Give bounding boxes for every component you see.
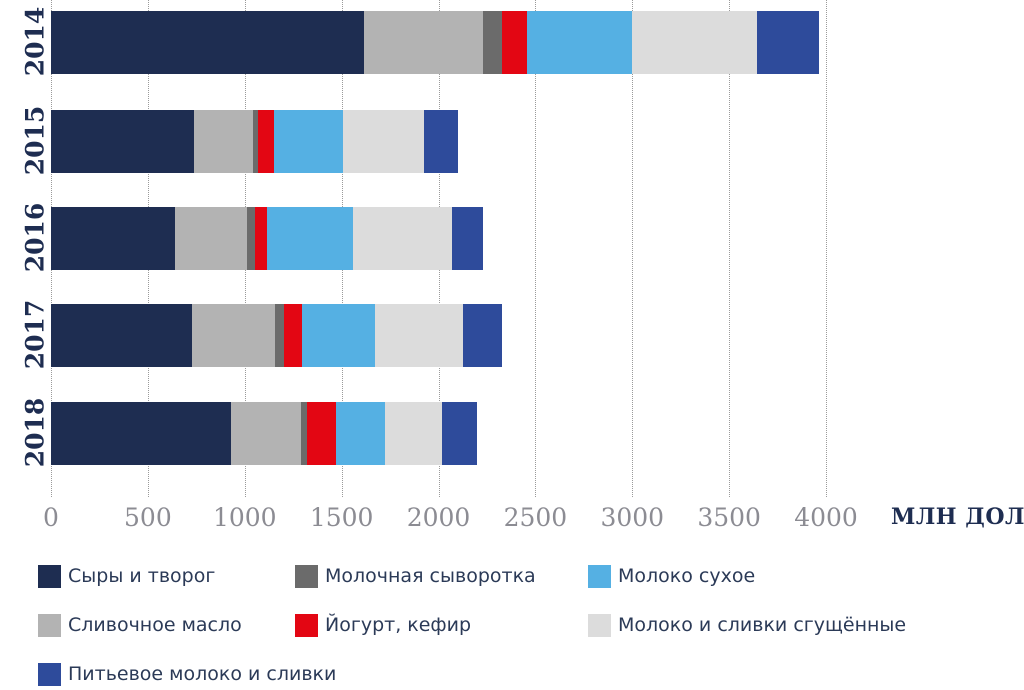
year-label-2018: 2018 [0,397,49,467]
year-label-2015: 2015 [0,105,49,175]
bar-segment [423,110,458,173]
bar-segment [51,402,232,465]
legend-swatch-icon [38,614,61,637]
bar-row-2018 [51,402,478,465]
bar-segment [194,110,253,173]
bar-segment [273,110,343,173]
bar-segment [632,11,758,74]
bar-segment [757,11,820,74]
year-label-text: 2014 [20,6,50,76]
x-tick-label-3500: 3500 [697,503,761,532]
x-tick-label-4000: 4000 [794,503,858,532]
year-label-2017: 2017 [0,299,49,369]
bar-segment [452,207,484,270]
bar-segment [483,11,503,74]
legend: Сыры и творог Молочная сыворотка Молоко су… [0,565,1024,690]
bar-segment [51,304,193,367]
bar-segment [374,304,463,367]
plot-area [51,0,827,497]
gridline-3500 [729,0,731,497]
bar-segment [353,207,453,270]
bar-segment [51,110,195,173]
legend-label: Молоко и сливки сгущённые [618,614,907,636]
x-axis: 0 500 1000 1500 2000 2500 3000 3500 4000 [0,503,1024,539]
legend-swatch-icon [588,614,611,637]
legend-item[interactable]: Йогурт, кефир [295,614,471,637]
bar-segment [363,11,484,74]
year-label-2014: 2014 [0,6,49,76]
x-tick-label-0: 0 [43,503,59,532]
bar-segment [274,304,284,367]
x-tick-label-500: 500 [124,503,172,532]
bar-segment [267,207,354,270]
bar-row-2015 [51,110,458,173]
legend-item[interactable]: Молоко сухое [588,565,755,588]
bar-segment [255,207,268,270]
legend-label: Питьевое молоко и сливки [68,663,337,685]
bar-segment [306,402,336,465]
year-label-text: 2018 [20,397,50,467]
bar-segment [300,402,307,465]
x-tick-label-3000: 3000 [600,503,665,532]
legend-item[interactable]: Питьевое молоко и сливки [38,663,336,686]
x-axis-unit-label: МЛН ДОЛЛ. [891,504,1024,530]
bar-segment [335,402,386,465]
bar-segment [342,110,424,173]
year-label-text: 2015 [20,105,50,175]
bar-segment [442,402,478,465]
gridline-4000 [826,0,827,497]
gridline-2500 [535,0,537,497]
bar-segment [462,304,503,367]
legend-item[interactable]: Молоко и сливки сгущённые [588,614,906,637]
bar-segment [175,207,247,270]
legend-swatch-icon [588,565,611,588]
legend-label: Йогурт, кефир [325,614,472,636]
bar-segment [51,11,364,74]
bar-segment [231,402,301,465]
legend-label: Молочная сыворотка [325,565,536,587]
x-tick-label-2000: 2000 [406,503,471,532]
x-tick-label-2500: 2500 [503,503,568,532]
bar-segment [502,11,527,74]
bar-segment [526,11,633,74]
legend-item[interactable]: Сыры и творог [38,565,215,588]
legend-item[interactable]: Сливочное масло [38,614,242,637]
bar-segment [246,207,256,270]
year-label-2016: 2016 [0,202,49,272]
legend-swatch-icon [295,614,318,637]
bar-segment [51,207,175,270]
bar-segment [283,304,302,367]
legend-label: Сливочное масло [68,614,242,636]
legend-item[interactable]: Молочная сыворотка [295,565,536,588]
legend-swatch-icon [38,565,61,588]
legend-swatch-icon [38,663,61,686]
x-tick-label-1000: 1000 [212,503,277,532]
year-label-text: 2017 [20,299,50,369]
x-tick-label-1500: 1500 [309,503,374,532]
bar-row-2014 [51,11,820,74]
legend-swatch-icon [295,565,318,588]
bar-segment [385,402,443,465]
bar-segment [258,110,274,173]
bar-segment [301,304,375,367]
legend-label: Сыры и творог [68,565,216,587]
legend-label: Молоко сухое [618,565,756,587]
bar-segment [252,110,259,173]
bar-row-2016 [51,207,484,270]
year-label-text: 2016 [20,202,50,272]
bar-segment [192,304,275,367]
bar-row-2017 [51,304,503,367]
gridline-3000 [632,0,634,497]
